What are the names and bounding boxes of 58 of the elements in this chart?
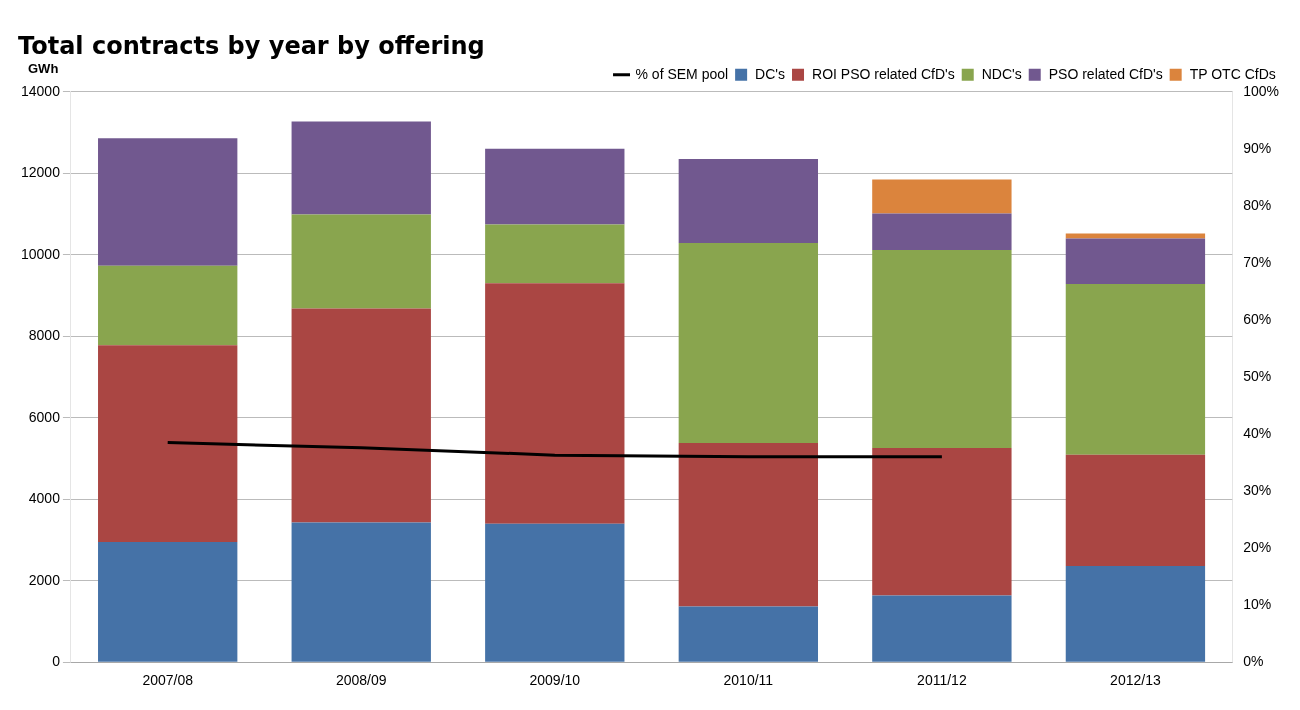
legend-label: NDC's: [981, 65, 1022, 82]
bar: [872, 179, 1012, 214]
bar: [485, 283, 625, 524]
bar: [98, 265, 238, 346]
bar: [291, 214, 431, 309]
y-tick-label: 8000: [28, 327, 61, 344]
bar: [872, 447, 1012, 596]
bar: [678, 606, 819, 662]
x-tick-label: 2010/11: [723, 672, 774, 689]
y-tick-label: 0: [52, 653, 61, 670]
legend-label: DC's: [755, 65, 786, 82]
y2-tick-label: 80%: [1243, 196, 1272, 213]
bar: [678, 443, 819, 607]
y2-tick-label: 10%: [1243, 596, 1272, 613]
bar: [485, 224, 625, 284]
y-tick-label: 2000: [28, 571, 61, 588]
bar: [1065, 284, 1206, 455]
bar: [98, 138, 238, 266]
y-tick-label: 12000: [20, 164, 61, 181]
bar: [1065, 454, 1206, 567]
bar: [872, 249, 1012, 448]
bar: [1065, 566, 1206, 662]
x-tick-label: 2007/08: [142, 672, 194, 689]
y-tick-label: 10000: [20, 245, 61, 262]
y2-tick-label: 50%: [1243, 367, 1272, 384]
bar: [872, 213, 1012, 250]
bar: [872, 595, 1012, 662]
bar: [678, 242, 819, 443]
legend-label: ROI PSO related CfD's: [812, 65, 955, 82]
x-tick-label: 2009/10: [529, 672, 581, 689]
y2-tick-label: 60%: [1243, 310, 1272, 327]
y2-tick-label: 70%: [1243, 253, 1272, 270]
x-tick-label: 2012/13: [1110, 672, 1161, 689]
chart-title: Total contracts by year by offering: [18, 31, 485, 60]
y-tick-label: 6000: [28, 408, 61, 425]
bar: [1065, 238, 1206, 285]
y-tick-label: 4000: [28, 490, 61, 507]
y2-tick-label: 30%: [1243, 481, 1272, 498]
y2-tick-label: 0%: [1243, 653, 1264, 670]
bar: [98, 345, 238, 543]
bar: [678, 159, 819, 243]
y2-tick-label: 90%: [1243, 139, 1272, 156]
y2-tick-label: 40%: [1243, 424, 1272, 441]
x-tick-label: 2008/09: [335, 672, 387, 689]
bar: [291, 308, 431, 523]
y-tick-label: 14000: [20, 82, 61, 99]
bar: [485, 148, 625, 225]
y-axis-title: GWh: [28, 60, 59, 76]
x-tick-label: 2011/12: [917, 672, 967, 689]
legend-label: PSO related CfD's: [1048, 65, 1163, 82]
bar: [291, 121, 431, 215]
legend-label: TP OTC CfDs: [1189, 65, 1276, 82]
y2-tick-label: 20%: [1243, 538, 1272, 555]
bar: [485, 523, 625, 662]
bar: [291, 522, 431, 662]
y2-tick-label: 100%: [1243, 82, 1280, 99]
bar: [98, 542, 238, 662]
legend-label: % of SEM pool: [635, 65, 729, 82]
